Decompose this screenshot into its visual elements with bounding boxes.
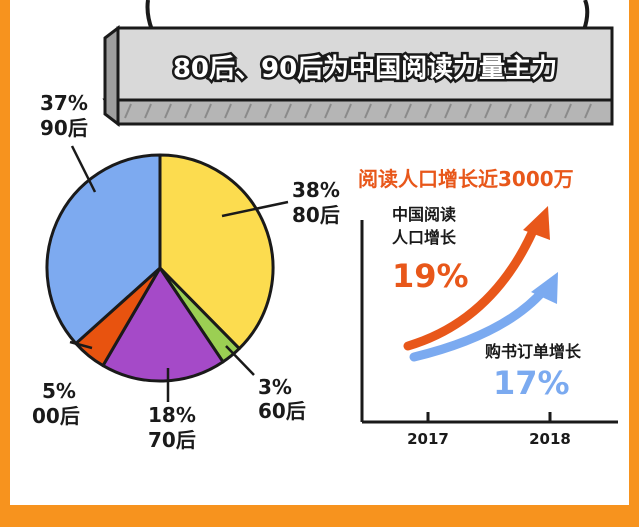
banner-title: 80后、90后为中国阅读力量主力 (173, 54, 557, 84)
growth-chart-title: 阅读人口增长近3000万 (358, 167, 574, 191)
pie-label-pct-80s: 38% (292, 178, 340, 202)
pie-label-pct-70s: 18% (148, 403, 196, 427)
pie-label-group-80s: 80后 (292, 203, 340, 227)
x-tick-label-2018: 2018 (529, 430, 571, 448)
series-name-line1-reading: 中国阅读 (392, 205, 456, 224)
leader-line-60s (225, 345, 255, 376)
banner-hatching (124, 103, 592, 119)
pie-label-pct-60s: 3% (258, 375, 292, 399)
title-banner: 80后、90后为中国阅读力量主力 (102, 24, 614, 128)
pie-label-group-00s: 00后 (32, 404, 80, 428)
pie-label-group-70s: 70后 (148, 428, 196, 452)
pie-slice-70s (101, 266, 225, 383)
pie-label-group-60s: 60后 (258, 399, 306, 423)
leader-line-90s (70, 145, 97, 193)
series-value-reading: 19% (392, 257, 469, 295)
series-value-book-orders: 17% (493, 364, 570, 402)
growth-chart: 阅读人口增长近3000万 2017 2018 中国阅读 人口增长 19% 购书订… (358, 167, 618, 448)
series-arrowhead-reading-population (523, 206, 550, 240)
leader-line-80s (221, 200, 289, 218)
series-arrowhead-book-orders (531, 272, 558, 304)
pie-label-group-90s: 90后 (40, 116, 88, 140)
series-name-line2-reading: 人口增长 (392, 228, 457, 247)
pie-slice-80s (158, 153, 275, 351)
series-name-book-orders: 购书订单增长 (485, 342, 582, 361)
banner-side (103, 24, 120, 128)
pie-leader-lines (69, 145, 289, 402)
banner-shadow (102, 98, 614, 126)
pie-chart (45, 153, 275, 383)
leader-line-00s (69, 340, 93, 350)
series-line-reading-population (403, 219, 541, 351)
pie-label-pct-90s: 37% (40, 91, 88, 115)
pie-labels: 38% 80后 3% 60后 18% 70后 5% 00后 37% 90后 (32, 91, 340, 452)
series-line-book-orders (409, 285, 549, 362)
pie-slice-90s (45, 153, 162, 345)
pie-label-pct-00s: 5% (42, 379, 76, 403)
x-tick-label-2017: 2017 (407, 430, 449, 448)
